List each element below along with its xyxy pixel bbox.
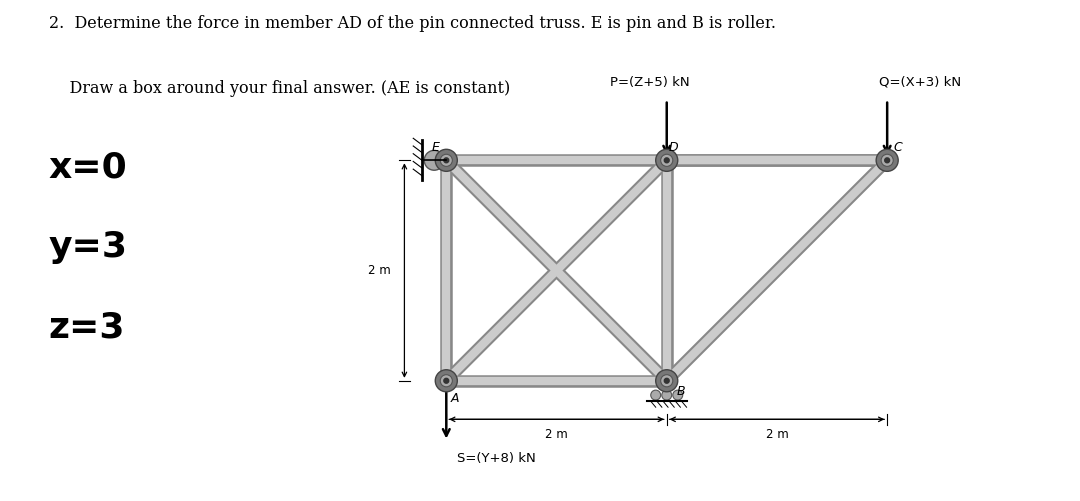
Text: 2 m: 2 m <box>368 264 391 277</box>
Text: Draw a box around your final answer. (AE is constant): Draw a box around your final answer. (AE… <box>49 80 510 97</box>
Circle shape <box>656 370 678 392</box>
Text: 2 m: 2 m <box>766 428 788 441</box>
Text: z=3: z=3 <box>49 311 125 345</box>
Circle shape <box>661 375 673 387</box>
Text: D: D <box>669 141 678 154</box>
Text: E: E <box>432 141 440 154</box>
Circle shape <box>885 158 890 163</box>
Text: A: A <box>450 392 459 405</box>
Text: 2.  Determine the force in member AD of the pin connected truss. E is pin and B : 2. Determine the force in member AD of t… <box>49 15 775 32</box>
Text: 2 m: 2 m <box>545 428 568 441</box>
Circle shape <box>656 149 678 171</box>
Circle shape <box>673 390 683 400</box>
Text: x=0: x=0 <box>49 150 127 184</box>
Circle shape <box>435 370 457 392</box>
Text: C: C <box>894 141 903 154</box>
Circle shape <box>444 378 448 383</box>
Text: y=3: y=3 <box>49 230 127 265</box>
Circle shape <box>664 158 670 163</box>
Text: S=(Y+8) kN: S=(Y+8) kN <box>457 452 536 465</box>
Circle shape <box>435 149 457 171</box>
Circle shape <box>881 154 893 166</box>
Circle shape <box>876 149 899 171</box>
Text: B: B <box>677 385 686 398</box>
Circle shape <box>662 390 672 400</box>
Circle shape <box>424 150 444 170</box>
Circle shape <box>661 154 673 166</box>
Circle shape <box>664 378 670 383</box>
Circle shape <box>441 375 453 387</box>
Text: Q=(X+3) kN: Q=(X+3) kN <box>879 76 961 89</box>
Circle shape <box>444 158 448 163</box>
Circle shape <box>441 154 453 166</box>
Text: P=(Z+5) kN: P=(Z+5) kN <box>610 76 690 89</box>
Circle shape <box>651 390 661 400</box>
